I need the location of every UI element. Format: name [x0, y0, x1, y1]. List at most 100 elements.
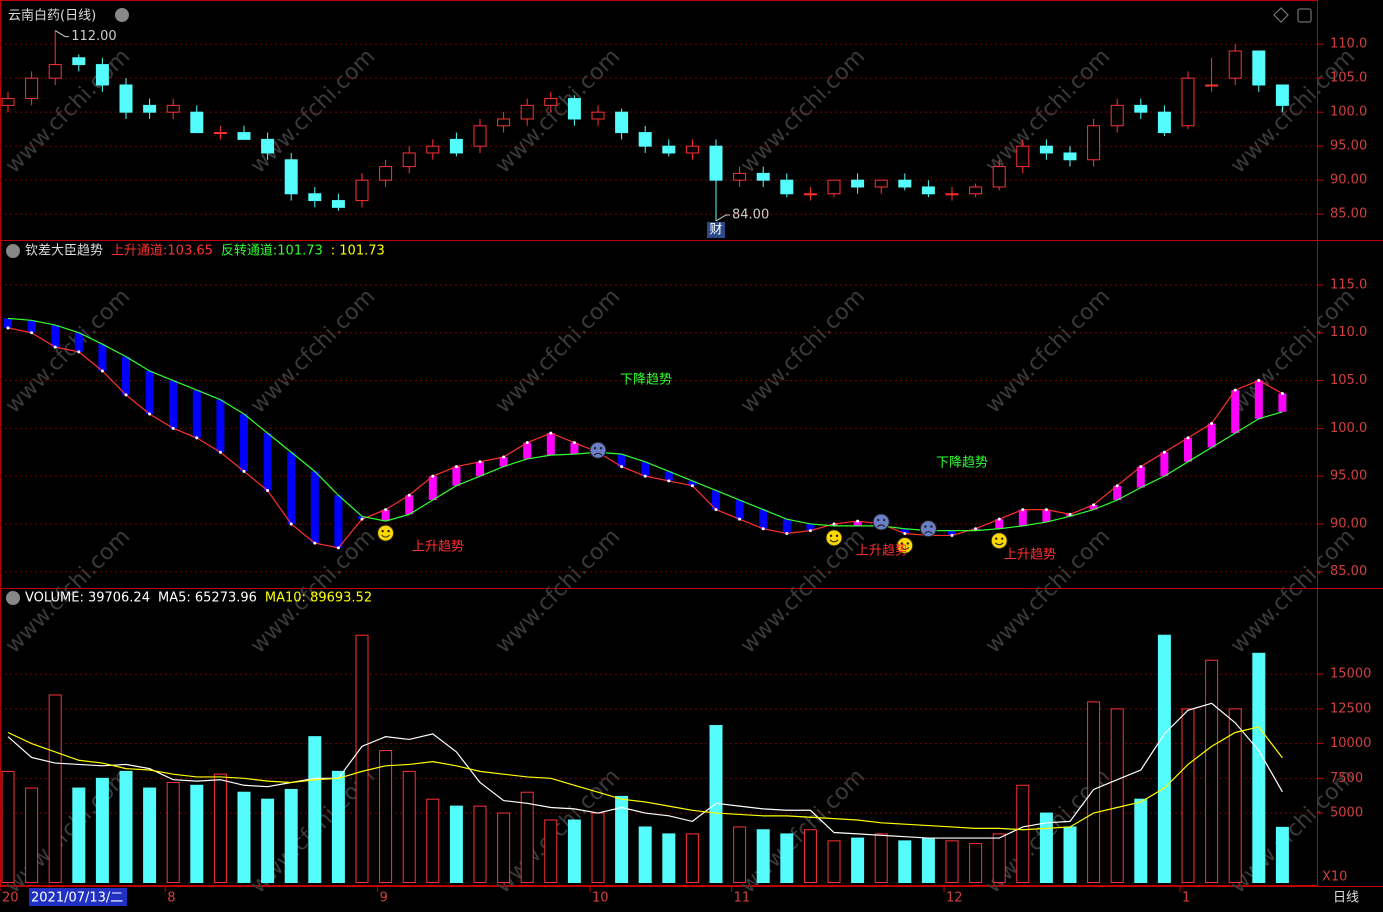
- menu-icon[interactable]: [115, 8, 129, 22]
- eye: [883, 518, 886, 522]
- channel-dot: [266, 488, 270, 492]
- mouth: [829, 539, 839, 543]
- candle-body: [1228, 50, 1242, 79]
- channel-dot: [502, 455, 506, 459]
- volume-bar: [662, 833, 676, 884]
- volume-bar: [827, 840, 841, 884]
- channel-dot: [832, 522, 836, 526]
- sell-signal: [919, 520, 937, 538]
- channel-dot: [1068, 512, 1072, 516]
- y-tick-label: 90.00: [1330, 173, 1367, 188]
- panel-icon[interactable]: [1297, 8, 1312, 23]
- candle-body: [25, 77, 39, 100]
- volume-bar: [1016, 784, 1030, 884]
- volume-bar: [1063, 826, 1077, 884]
- channel-dot: [903, 532, 907, 536]
- eye: [900, 542, 903, 545]
- eye: [593, 447, 597, 450]
- volume-bar: [591, 812, 605, 884]
- trend-annotation: 上升趋势: [412, 539, 464, 555]
- candle-body: [308, 193, 322, 202]
- candle-body: [72, 57, 86, 66]
- menu-icon[interactable]: [6, 244, 20, 258]
- leader: [715, 214, 730, 222]
- channel-dot: [100, 369, 104, 373]
- candle-body: [355, 179, 369, 202]
- candle-body: [733, 172, 747, 181]
- candle-body: [449, 138, 463, 154]
- channel-dot: [761, 527, 765, 531]
- volume-bar: [615, 795, 629, 884]
- channel-line: [7, 317, 1283, 532]
- candle-body: [898, 179, 912, 188]
- channel-dot: [1115, 484, 1119, 488]
- volume-bar: [638, 826, 652, 884]
- candle-body: [190, 111, 204, 134]
- y-tick-label: 95.00: [1330, 469, 1367, 484]
- candle-body: [756, 172, 770, 181]
- candle-body: [638, 132, 652, 147]
- menu-icon[interactable]: [6, 591, 20, 605]
- channel-dot: [785, 532, 789, 536]
- channel-dot: [478, 460, 482, 464]
- candle-body: [1275, 84, 1289, 106]
- volume-bar: [898, 840, 912, 884]
- badge: 财: [709, 222, 722, 237]
- channel-dot: [454, 465, 458, 469]
- legend-extra: : 101.73: [331, 244, 385, 259]
- channel-dot: [431, 474, 435, 478]
- volume-bar: [284, 788, 298, 884]
- candle-body: [261, 138, 275, 154]
- y-tick-label: 10000: [1330, 736, 1371, 751]
- y-tick-label: 110.0: [1330, 325, 1367, 340]
- channel-dot: [643, 474, 647, 478]
- channel-dot: [1233, 388, 1237, 392]
- channel-dot: [1021, 508, 1025, 512]
- candle-body: [1134, 104, 1148, 113]
- volume-bar: [119, 770, 133, 884]
- volume-bar: [544, 819, 558, 884]
- volume-bar: [1157, 634, 1171, 884]
- candle-body: [662, 145, 676, 154]
- channel-dot: [77, 350, 81, 354]
- volume-bar: [1039, 812, 1053, 884]
- volume-bar: [945, 840, 959, 884]
- eye: [835, 534, 839, 538]
- channel-dot: [950, 533, 954, 537]
- volume-bar: [261, 798, 275, 884]
- volume-bar: [520, 791, 534, 884]
- cursor-label-bg: [29, 888, 127, 906]
- channel-dot: [171, 426, 175, 430]
- channel-dot: [1186, 436, 1190, 440]
- ma-line: [7, 726, 1283, 831]
- candle-body: [213, 132, 227, 135]
- channel-dot: [242, 469, 246, 473]
- volume-bar: [921, 837, 935, 884]
- channel-dot: [336, 546, 340, 550]
- channel-dot: [690, 484, 694, 488]
- channel-dot: [195, 436, 199, 440]
- mouth: [900, 547, 910, 551]
- eye: [381, 529, 384, 533]
- candle-body: [1, 98, 15, 106]
- channel-dot: [148, 412, 152, 416]
- trend-annotation: 上升趋势: [856, 543, 908, 559]
- buy-signal: [990, 532, 1008, 550]
- candle-body: [402, 152, 416, 168]
- legend-entry: VOLUME: 39706.24: [25, 591, 150, 606]
- badge-bg: [707, 221, 725, 238]
- candle-body: [284, 159, 298, 195]
- eye: [387, 529, 390, 533]
- chart-title: 云南白药(日线): [8, 8, 96, 24]
- candle-body: [1252, 50, 1266, 86]
- multiplier: X10: [1322, 870, 1347, 885]
- channel-dot: [407, 493, 411, 497]
- channel-dot: [974, 527, 978, 531]
- candle-body: [119, 84, 133, 113]
- candle-body: [1205, 84, 1219, 87]
- diamond-icon[interactable]: [1273, 7, 1289, 23]
- y-tick-label: 105.0: [1330, 71, 1367, 86]
- channel-dot: [667, 479, 671, 483]
- channel-dot: [313, 541, 317, 545]
